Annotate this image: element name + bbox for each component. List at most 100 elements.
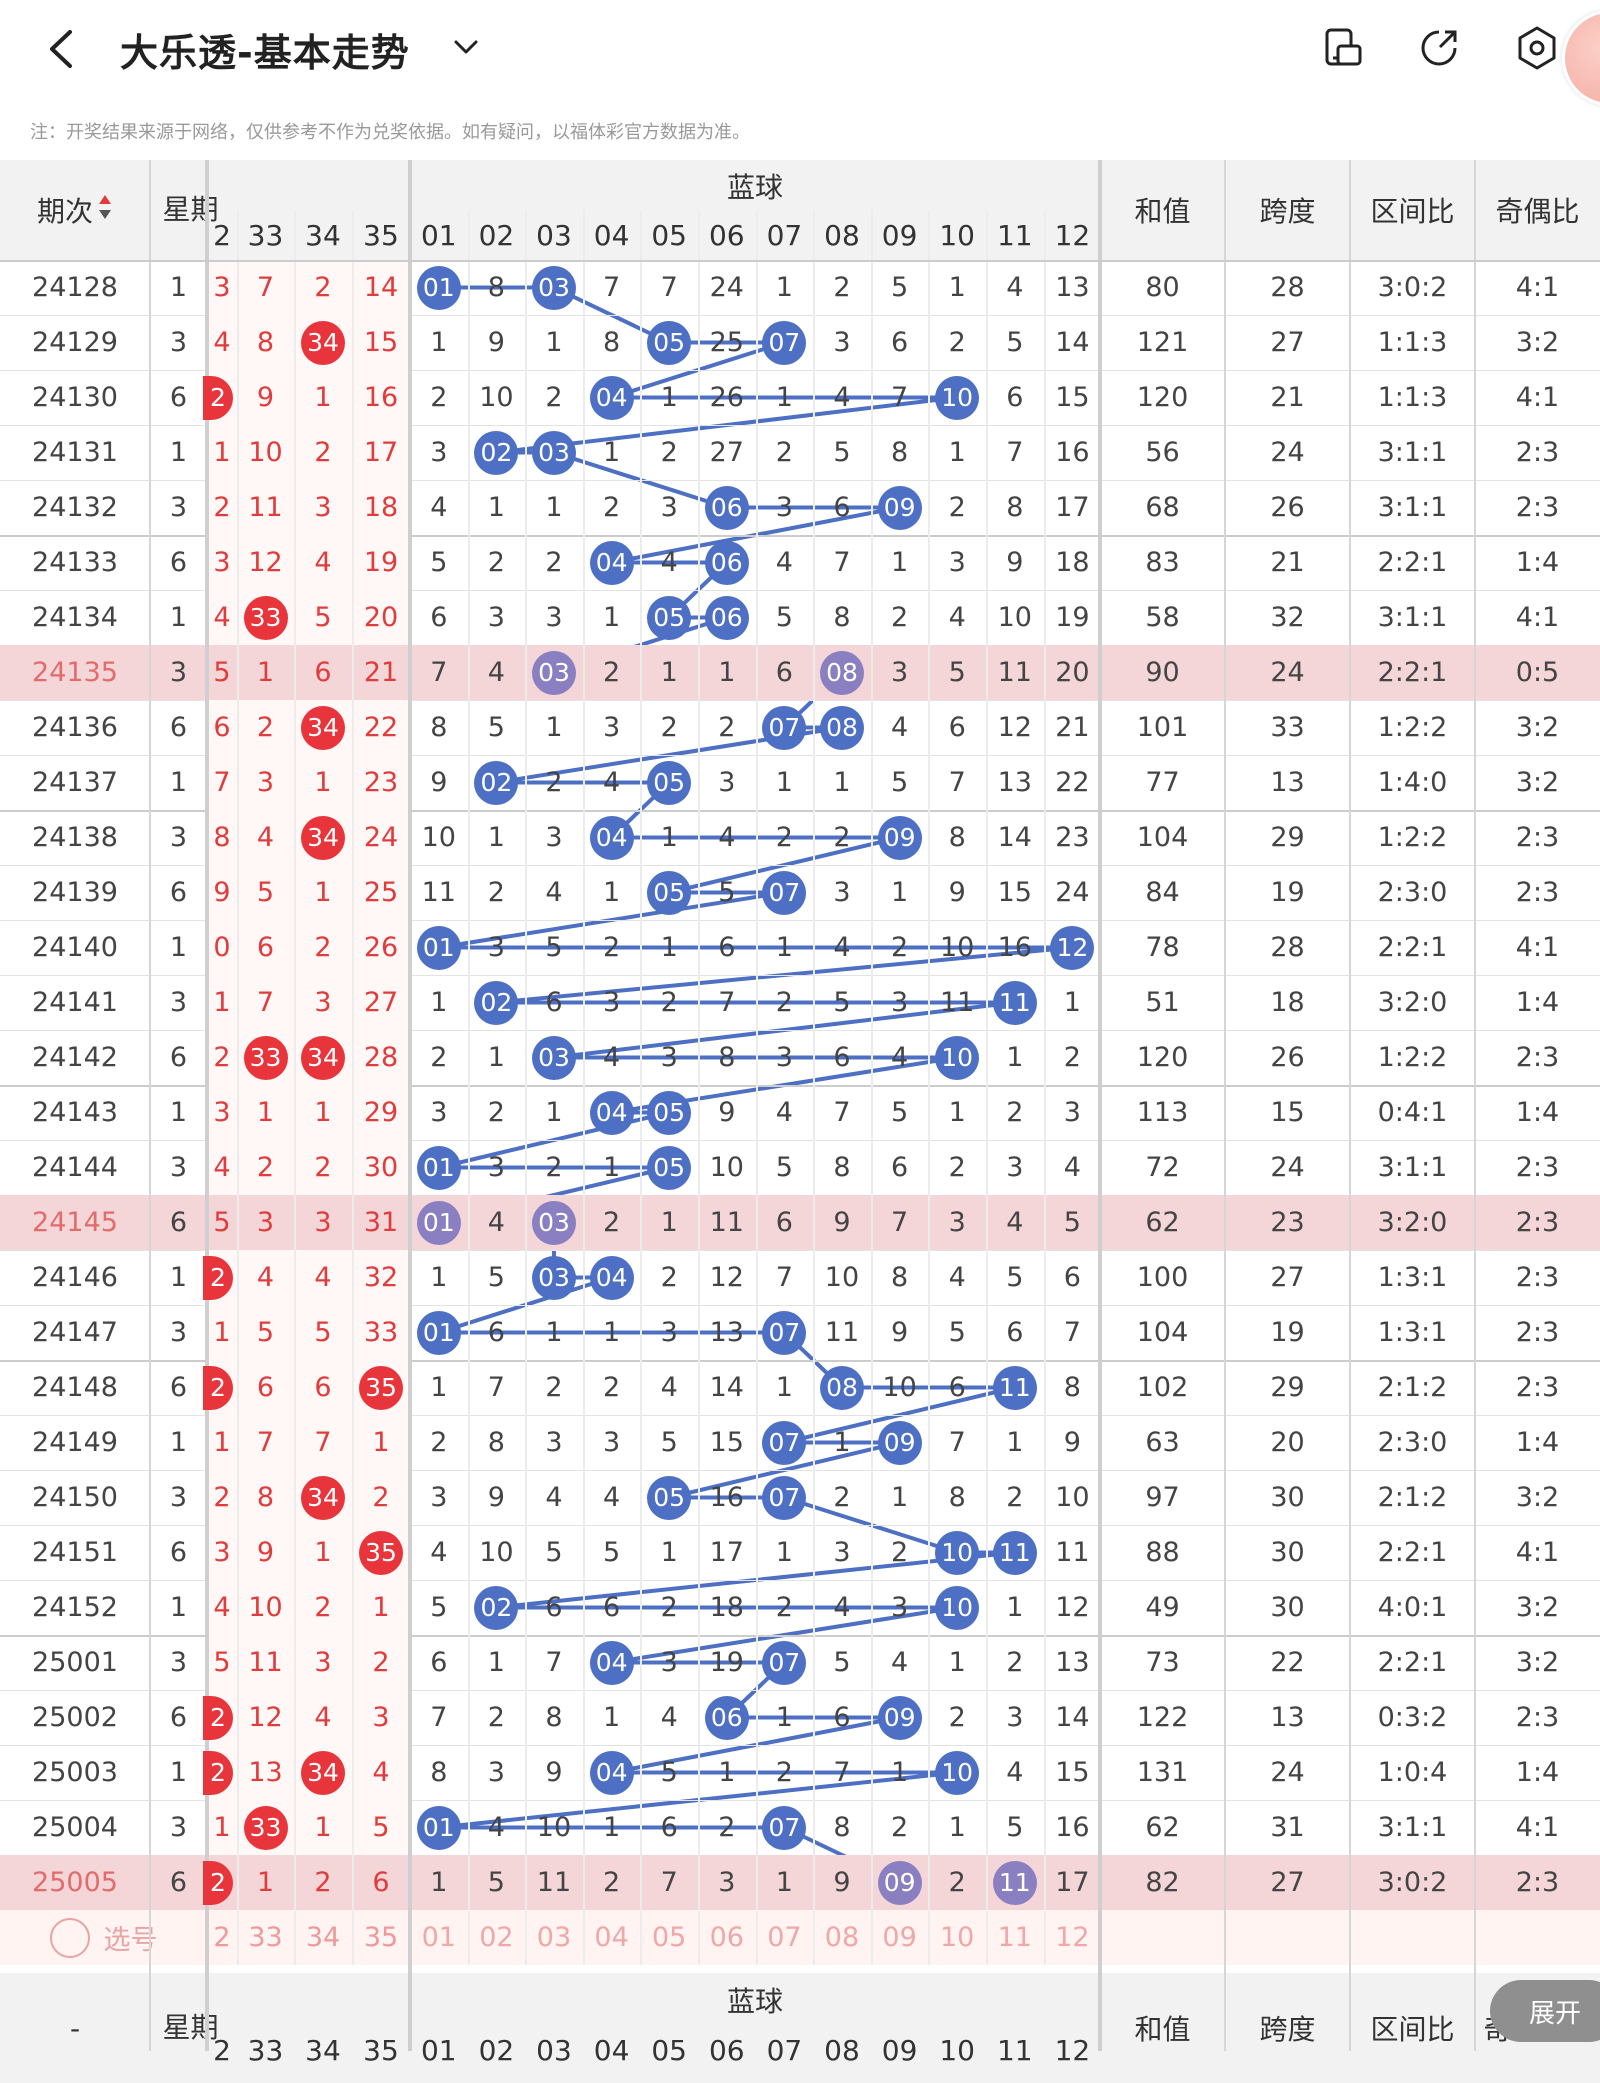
top-bar: 大乐透-基本走势 [0, 0, 1600, 106]
blue-miss: 18 [1044, 535, 1102, 590]
footer-red-0: 2 [207, 2025, 237, 2075]
blue-miss: 1 [640, 370, 698, 425]
settings-icon[interactable] [1512, 22, 1562, 74]
blue-miss-count: 5 [660, 1427, 678, 1458]
red-miss-count: 1 [314, 1537, 332, 1568]
blue-miss-count: 8 [1006, 492, 1024, 523]
sort-icon[interactable] [97, 192, 113, 229]
odd-even-cell: 2:3 [1475, 480, 1600, 535]
red-miss-count: 1 [256, 1097, 275, 1128]
pick-blue-4[interactable]: 05 [640, 1910, 698, 1965]
pick-blue-11[interactable]: 12 [1044, 1910, 1102, 1965]
span-cell: 13 [1225, 1690, 1350, 1745]
red-miss-count: 4 [256, 1262, 275, 1293]
zone-ratio-cell-text: 1:3:1 [1377, 1262, 1448, 1293]
expand-button[interactable]: 展开 [1490, 1980, 1600, 2042]
odd-even-cell-text: 2:3 [1515, 492, 1560, 523]
pick-blue-5[interactable]: 06 [698, 1910, 756, 1965]
pick-red-0[interactable]: 2 [207, 1910, 237, 1965]
red-miss-count: 0 [213, 932, 231, 963]
blue-miss: 5 [986, 1800, 1044, 1855]
red-miss: 1 [207, 975, 237, 1030]
red-miss: 1 [294, 1525, 352, 1580]
odd-even-cell: 4:1 [1475, 920, 1600, 975]
column-divider [1098, 160, 1102, 2051]
row-divider [0, 975, 1600, 976]
zone-ratio-cell-text: 3:1:1 [1377, 1812, 1448, 1843]
blue-miss-count: 9 [948, 877, 966, 908]
blue-miss-count: 1 [775, 1702, 793, 1733]
blue-miss: 19 [1044, 590, 1102, 645]
red-miss: 27 [352, 975, 410, 1030]
row-red-bg [207, 1085, 410, 1140]
pick-blue-6[interactable]: 07 [756, 1910, 814, 1965]
pick-label[interactable]: 选号 [103, 1925, 158, 1956]
page-title[interactable]: 大乐透-基本走势 [120, 31, 410, 75]
blue-miss: 18 [698, 1580, 756, 1635]
sum-cell-text: 77 [1145, 767, 1180, 798]
red-miss-count: 13 [248, 1757, 283, 1788]
footer-sum-text: 和值 [1134, 2013, 1191, 2046]
pick-blue-10[interactable]: 11 [986, 1910, 1044, 1965]
pick-blue-1[interactable]: 02 [468, 1910, 526, 1965]
red-miss-count: 9 [256, 382, 275, 413]
red-miss: 8 [207, 810, 237, 865]
blue-miss: 14 [986, 810, 1044, 865]
layout-icon[interactable] [1318, 22, 1368, 74]
blue-miss: 11 [525, 1855, 583, 1910]
blue-miss-count: 18 [1055, 547, 1090, 578]
blue-miss-count: 7 [487, 1372, 505, 1403]
blue-miss-count: 1 [1006, 1042, 1024, 1073]
pick-blue-8[interactable]: 09 [871, 1910, 929, 1965]
column-period[interactable]: 期次 [0, 160, 150, 260]
red-miss: 18 [352, 480, 410, 535]
chevron-down-icon[interactable] [448, 32, 484, 62]
pick-blue-3[interactable]: 04 [583, 1910, 641, 1965]
pick-red-3[interactable]: 35 [352, 1910, 410, 1965]
header-bottom-divider [0, 260, 1600, 262]
weekday-cell-text: 6 [169, 1867, 188, 1898]
blue-miss-count: 8 [833, 1152, 851, 1183]
pick-number-button[interactable]: 选号 [0, 1910, 207, 1965]
odd-even-cell: 3:2 [1475, 700, 1600, 755]
blue-miss-count: 3 [775, 1042, 793, 1073]
pick-red-1[interactable]: 33 [237, 1910, 294, 1965]
blue-miss: 9 [928, 865, 986, 920]
blue-miss-count: 5 [891, 767, 909, 798]
share-icon[interactable] [1414, 22, 1464, 74]
blue-miss-count: 2 [603, 1372, 621, 1403]
span-cell-text: 24 [1270, 1152, 1305, 1183]
blue-miss: 1 [986, 1415, 1044, 1470]
pick-blue-9[interactable]: 10 [928, 1910, 986, 1965]
blue-miss: 1 [525, 700, 583, 755]
sum-cell-text: 58 [1145, 602, 1180, 633]
pick-blue-0[interactable]: 01 [410, 1910, 468, 1965]
blue-miss: 2 [871, 920, 929, 975]
zone-ratio-cell-text: 2:3:0 [1377, 877, 1448, 908]
blue-miss-count: 6 [545, 987, 563, 1018]
blue-ball-number: 02 [474, 1585, 519, 1630]
blue-ball-number: 09 [877, 815, 922, 860]
pick-red-2[interactable]: 34 [294, 1910, 352, 1965]
red-miss-count: 23 [363, 767, 399, 798]
back-icon[interactable] [40, 24, 86, 74]
blue-miss: 1 [928, 260, 986, 315]
blue-ball-number: 01 [416, 925, 461, 970]
zone-ratio-cell: 1:3:1 [1350, 1250, 1475, 1305]
red-miss-count: 4 [314, 547, 332, 578]
blue-miss-count: 1 [603, 1702, 621, 1733]
span-cell: 28 [1225, 260, 1350, 315]
zone-ratio-cell: 1:2:2 [1350, 1030, 1475, 1085]
blue-miss-count: 2 [487, 1702, 505, 1733]
zone-ratio-cell-text: 1:1:3 [1377, 327, 1448, 358]
pick-blue-2[interactable]: 03 [525, 1910, 583, 1965]
weekday-cell: 3 [150, 810, 207, 865]
pick-blue-7[interactable]: 08 [813, 1910, 871, 1965]
blue-miss-count: 27 [709, 437, 744, 468]
blue-miss: 3 [986, 1690, 1044, 1745]
row-divider [0, 1415, 1600, 1416]
blue-ball: 07 [756, 865, 814, 920]
sum-cell: 122 [1100, 1690, 1225, 1745]
pick-circle-icon[interactable] [49, 1917, 90, 1958]
weekday-cell-text: 1 [169, 767, 188, 798]
